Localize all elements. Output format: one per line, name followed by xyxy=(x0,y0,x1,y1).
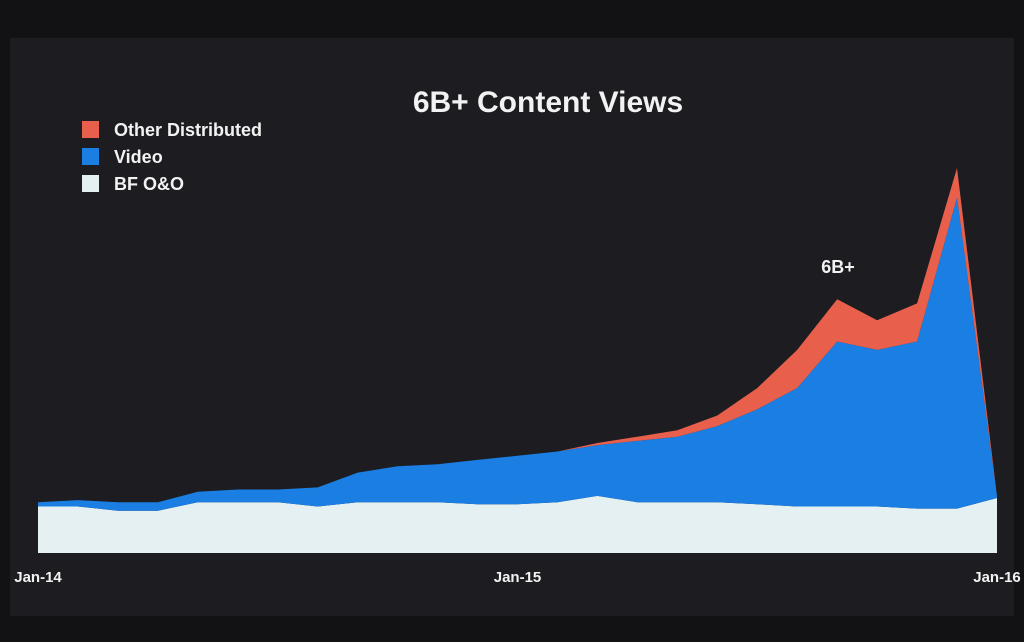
legend-swatch xyxy=(82,121,99,138)
legend-swatch xyxy=(82,175,99,192)
chart-title: 6B+ Content Views xyxy=(413,86,683,119)
legend-label: Video xyxy=(114,147,163,167)
x-tick-label: Jan-16 xyxy=(973,569,1021,586)
x-tick-label: Jan-15 xyxy=(494,569,542,586)
legend-label: Other Distributed xyxy=(114,120,262,140)
legend-label: BF O&O xyxy=(114,174,184,194)
annotation: 6B+ xyxy=(821,257,855,277)
area xyxy=(38,197,997,511)
legend-swatch xyxy=(82,148,99,165)
area xyxy=(38,495,997,553)
x-tick-label: Jan-14 xyxy=(14,569,62,586)
